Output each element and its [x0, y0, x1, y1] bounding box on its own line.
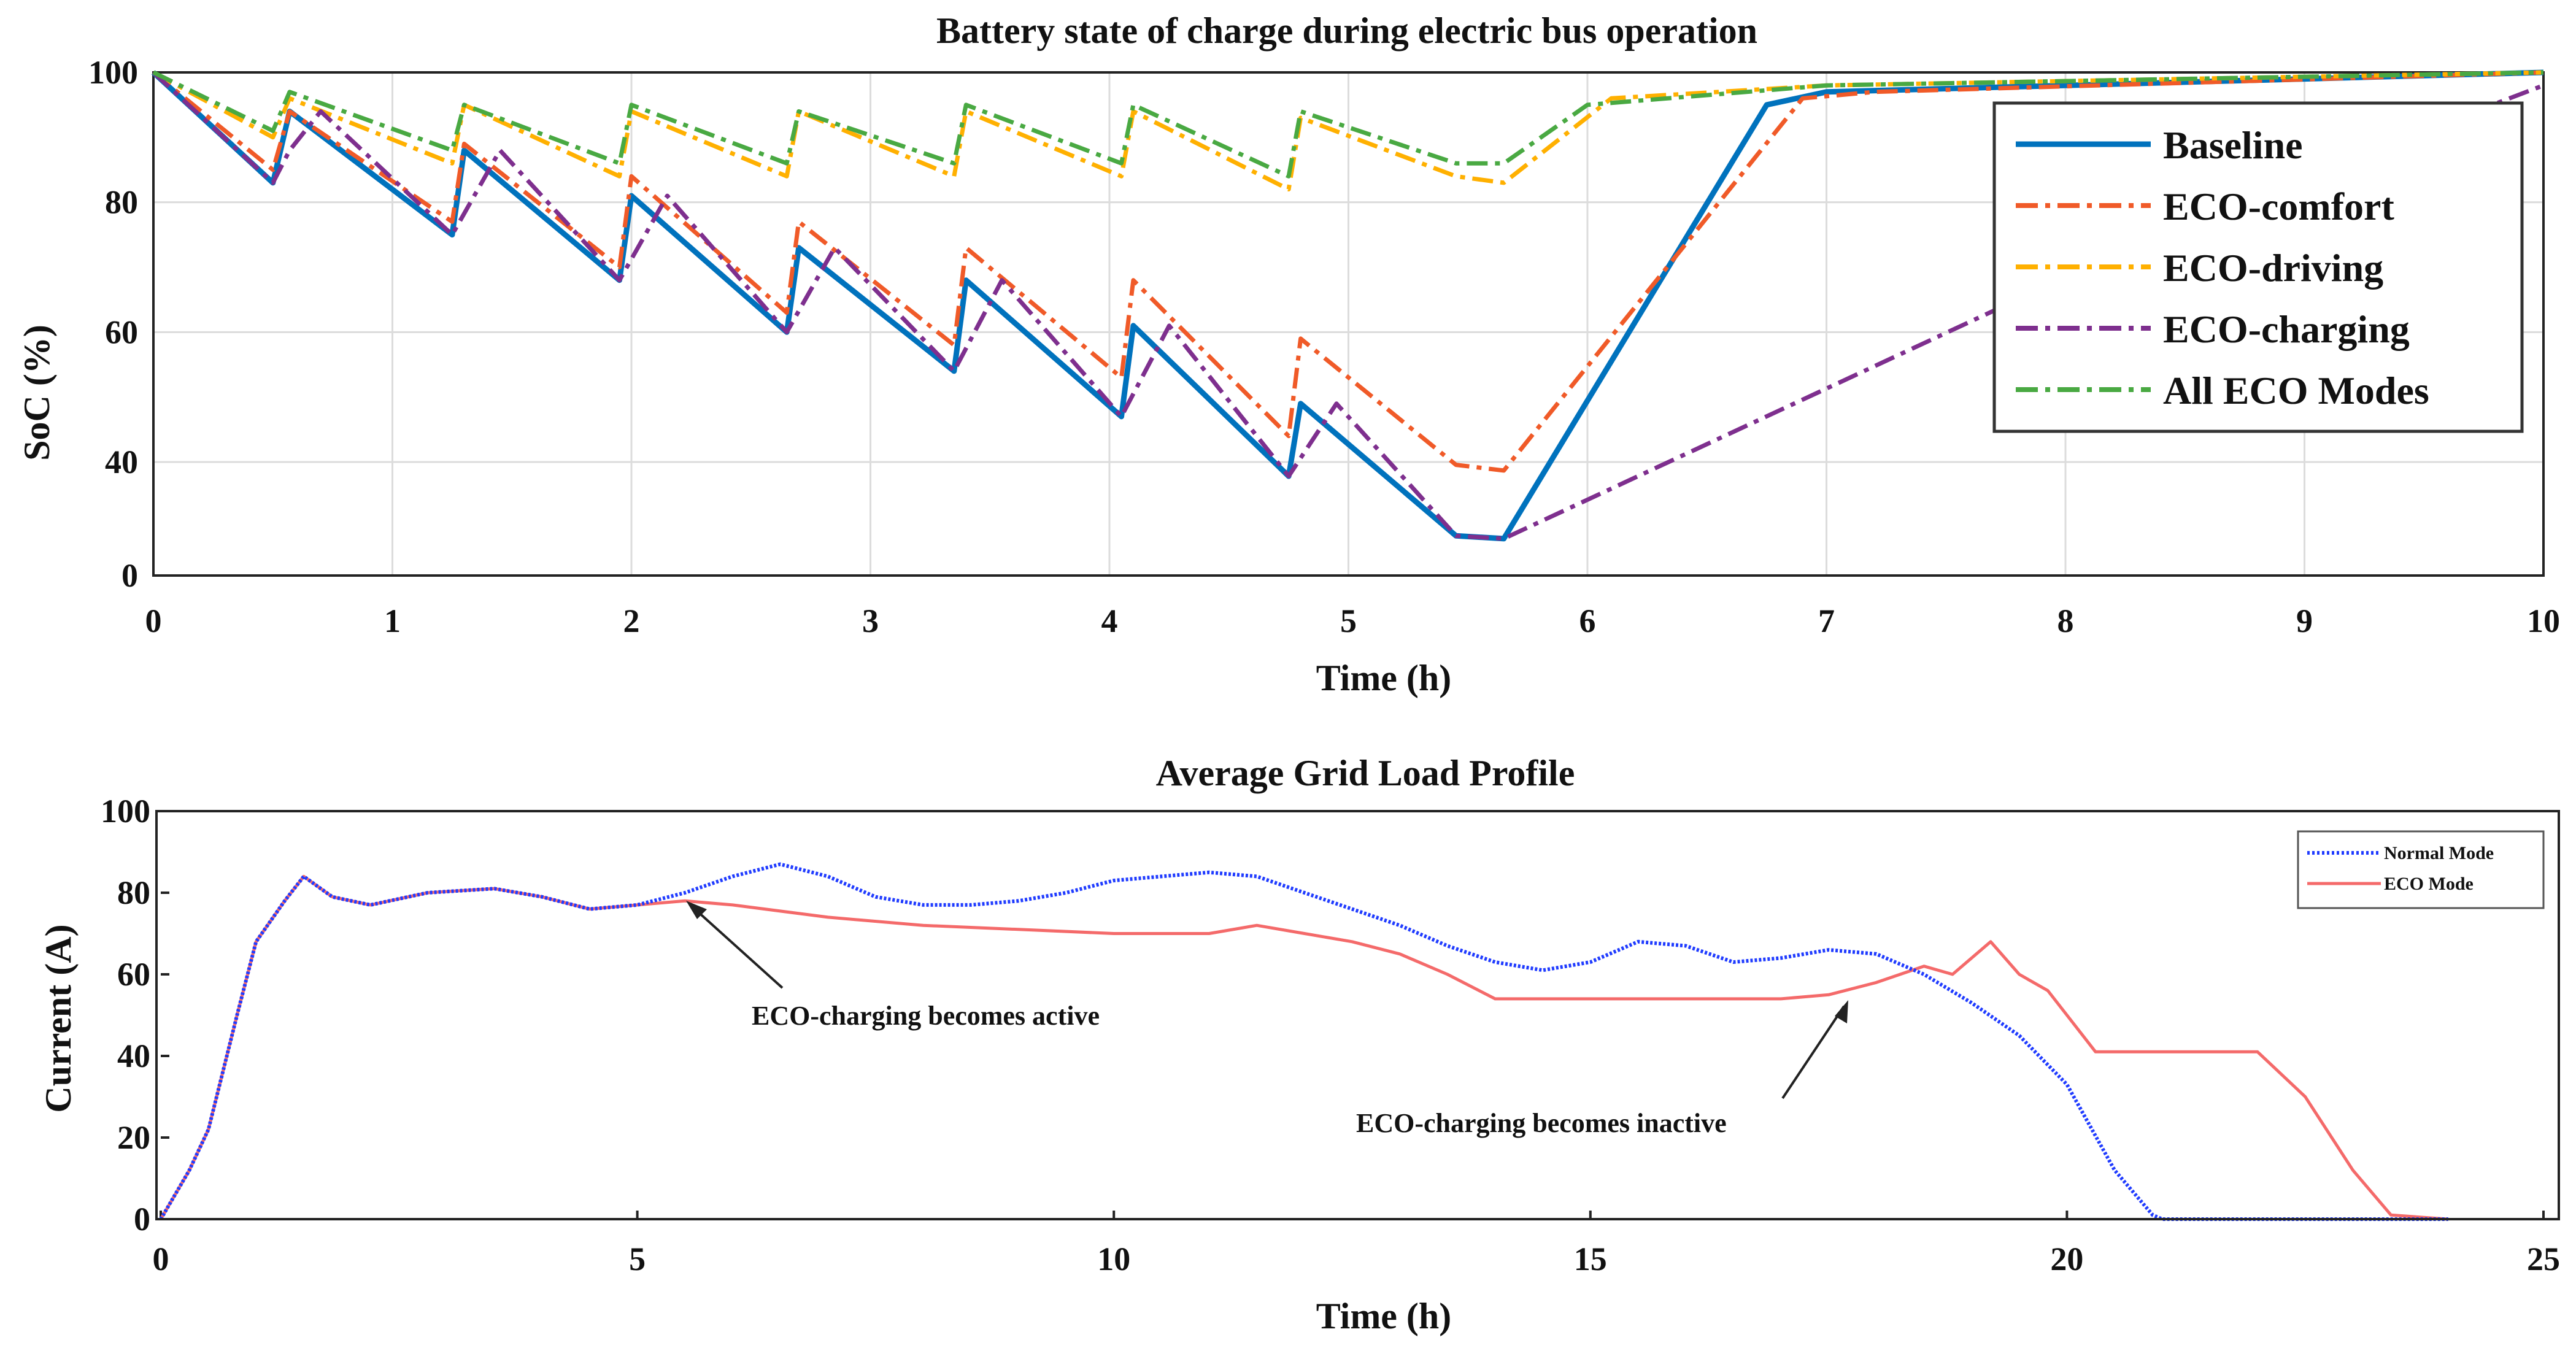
annotation-inactive: ECO-charging becomes inactive — [1356, 1108, 1727, 1138]
soc-legend-box — [1992, 101, 2524, 433]
legend-label-normal-mode: Normal Mode — [2384, 843, 2494, 863]
soc-x-tick-label: 7 — [1818, 603, 1835, 639]
annotation-arrow-active — [689, 904, 784, 989]
soc-x-tick-label: 2 — [623, 603, 640, 639]
soc-x-axis-label: Time (h) — [1316, 658, 1452, 698]
grid-load-ticks: 0 5 10 15 20 25 0 20 40 60 80 100 — [101, 793, 2560, 1277]
grid-load-legend: Normal Mode ECO Mode — [2297, 830, 2545, 909]
legend-label-eco-driving: ECO-driving — [2163, 246, 2383, 290]
annotation-arrow-inactive — [1781, 1005, 1845, 1100]
grid-load-y-tick-label: 20 — [117, 1119, 150, 1156]
grid-load-x-tick-label: 20 — [2050, 1241, 2083, 1277]
grid-load-y-tick-label: 100 — [101, 793, 150, 830]
grid-load-y-tick-label: 80 — [117, 874, 150, 911]
soc-series — [151, 69, 2545, 542]
soc-y-tick-label: 0 — [121, 557, 138, 594]
soc-y-tick-label: 80 — [105, 184, 138, 221]
soc-plot-frame — [152, 71, 2545, 577]
grid-load-x-tick-label: 15 — [1574, 1241, 1607, 1277]
soc-y-tick-label: 60 — [105, 314, 138, 350]
soc-series-eco-charging — [152, 71, 2545, 541]
soc-chart: Battery state of charge during electric … — [17, 10, 2560, 698]
soc-x-tick-label: 3 — [862, 603, 879, 639]
legend-label-eco-comfort: ECO-comfort — [2163, 185, 2394, 228]
grid-load-series — [159, 862, 2448, 1221]
soc-x-tick-label: 1 — [384, 603, 401, 639]
grid-load-y-axis-label: Current (A) — [38, 924, 79, 1112]
legend-label-baseline: Baseline — [2163, 123, 2303, 167]
grid-load-annotations: ECO-charging becomes active ECO-charging… — [686, 901, 1848, 1138]
legend-label-eco-mode: ECO Mode — [2384, 874, 2474, 894]
soc-x-tick-label: 10 — [2527, 603, 2560, 639]
annotation-active: ECO-charging becomes active — [752, 1001, 1100, 1031]
soc-x-tick-label: 8 — [2057, 603, 2074, 639]
soc-series-all-eco-modes — [152, 70, 2544, 179]
soc-series-eco-comfort — [152, 70, 2544, 473]
grid-load-y-tick-label: 0 — [134, 1201, 150, 1238]
legend-label-all-eco: All ECO Modes — [2163, 369, 2429, 412]
grid-load-x-axis-label: Time (h) — [1316, 1296, 1452, 1336]
soc-x-tick-label: 5 — [1340, 603, 1357, 639]
soc-ticks: 0 1 2 3 4 5 6 7 8 9 10 100 80 60 40 0 — [88, 54, 2560, 639]
grid-load-chart-title: Average Grid Load Profile — [1156, 753, 1575, 793]
grid-load-series-normal-mode — [159, 862, 2448, 1221]
soc-x-tick-label: 4 — [1101, 603, 1118, 639]
soc-x-tick-label: 9 — [2296, 603, 2313, 639]
soc-y-axis-label: SoC (%) — [17, 325, 57, 461]
grid-load-series-eco-mode — [159, 874, 2448, 1221]
annotation-arrowhead-inactive — [1835, 1000, 1848, 1023]
soc-legend: Baseline ECO-comfort ECO-driving ECO-cha… — [1992, 101, 2524, 433]
soc-y-tick-label: 100 — [88, 54, 138, 91]
grid-load-x-tick-label: 25 — [2527, 1241, 2560, 1277]
soc-y-tick-label: 40 — [105, 444, 138, 480]
annotation-arrowhead-active — [686, 901, 707, 919]
grid-load-y-tick-label: 60 — [117, 956, 150, 993]
grid-load-x-tick-label: 10 — [1097, 1241, 1130, 1277]
grid-load-y-tick-label: 40 — [117, 1038, 150, 1074]
soc-x-tick-label: 6 — [1579, 603, 1596, 639]
grid-load-x-tick-label: 5 — [629, 1241, 646, 1277]
soc-chart-title: Battery state of charge during electric … — [936, 10, 1757, 51]
grid-load-x-tick-label: 0 — [153, 1241, 169, 1277]
grid-load-plot-frame — [155, 810, 2560, 1220]
grid-load-legend-box — [2297, 830, 2545, 909]
grid-load-chart: Average Grid Load Profile 0 5 10 15 20 25 0 20 4… — [38, 753, 2560, 1336]
legend-label-eco-charging: ECO-charging — [2163, 307, 2410, 351]
soc-x-tick-label: 0 — [145, 603, 162, 639]
